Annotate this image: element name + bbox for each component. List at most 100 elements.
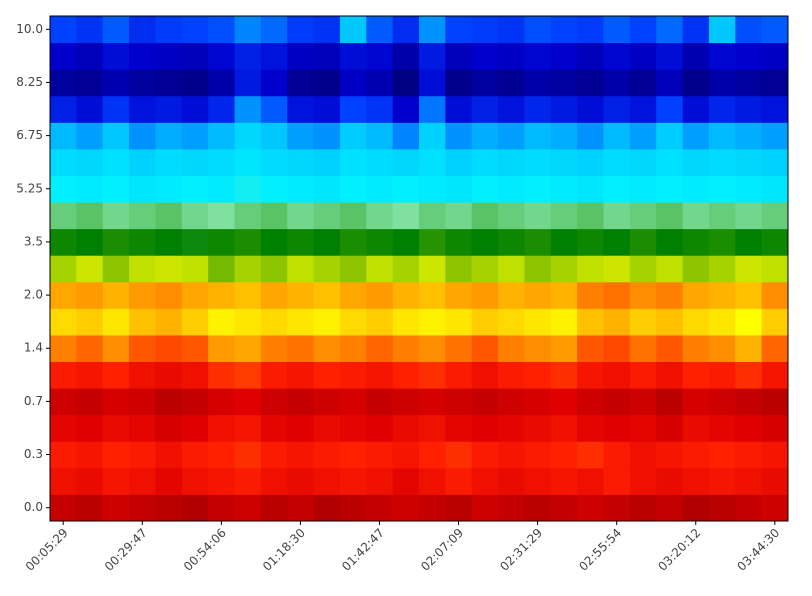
- heatmap-cell: [50, 494, 77, 522]
- heatmap-cell: [260, 228, 288, 256]
- heatmap-cell: [735, 361, 763, 389]
- heatmap-cell: [313, 414, 341, 442]
- heatmap-cell: [419, 202, 446, 230]
- heatmap-cell: [102, 202, 130, 230]
- heatmap-cell: [76, 95, 104, 123]
- heatmap-cell: [550, 228, 578, 256]
- heatmap-cell: [208, 308, 235, 336]
- heatmap-cell: [260, 175, 288, 203]
- heatmap-cell: [392, 361, 420, 389]
- heatmap-cell: [234, 441, 262, 469]
- heatmap-cell: [234, 16, 262, 44]
- heatmap-cell: [524, 228, 552, 256]
- heatmap-cell: [577, 42, 604, 70]
- heatmap-cell: [629, 414, 657, 442]
- heatmap-cell: [498, 494, 525, 522]
- heatmap-cell: [313, 148, 341, 176]
- heatmap-cell: [524, 69, 552, 97]
- heatmap-cell: [181, 42, 209, 70]
- heatmap-cell: [260, 122, 288, 150]
- heatmap-cell: [761, 281, 789, 309]
- heatmap-cell: [550, 122, 578, 150]
- heatmap-cell: [102, 467, 130, 495]
- heatmap-cell: [129, 334, 156, 363]
- heatmap-cell: [498, 228, 525, 256]
- heatmap-cell: [76, 388, 104, 416]
- heatmap-cell: [339, 308, 367, 336]
- heatmap-cell: [577, 16, 604, 44]
- heatmap-cell: [419, 42, 446, 70]
- heatmap-cell: [76, 122, 104, 150]
- heatmap-cell: [339, 467, 367, 495]
- heatmap-cell: [735, 441, 763, 469]
- heatmap-cell: [313, 202, 341, 230]
- heatmap-cell: [260, 441, 288, 469]
- heatmap-cell: [682, 122, 710, 150]
- heatmap-cell: [708, 388, 736, 416]
- heatmap-cell: [471, 334, 499, 363]
- heatmap-cell: [550, 69, 578, 97]
- heatmap-cell: [208, 148, 235, 176]
- heatmap-cell: [629, 361, 657, 389]
- heatmap-cell: [366, 148, 394, 176]
- heatmap-cell: [498, 148, 525, 176]
- heatmap-cell: [761, 228, 789, 256]
- heatmap-cell: [682, 228, 710, 256]
- heatmap-cell: [260, 388, 288, 416]
- heatmap-cell: [313, 308, 341, 336]
- heatmap-cell: [603, 467, 631, 495]
- heatmap-cell: [629, 69, 657, 97]
- heatmap-cell: [155, 334, 183, 363]
- heatmap-cell: [550, 441, 578, 469]
- y-tick-label: 8.25: [16, 75, 43, 89]
- heatmap-cell: [577, 494, 604, 522]
- heatmap-cell: [76, 334, 104, 363]
- heatmap-cell: [629, 148, 657, 176]
- heatmap-cell: [392, 255, 420, 283]
- heatmap-cell: [392, 202, 420, 230]
- heatmap-cell: [392, 308, 420, 336]
- heatmap-cell: [260, 202, 288, 230]
- heatmap-cell: [656, 255, 684, 283]
- heatmap-cell: [445, 175, 473, 203]
- heatmap-cell: [524, 281, 552, 309]
- heatmap-cell: [577, 148, 604, 176]
- heatmap-cell: [155, 69, 183, 97]
- heatmap-cell: [287, 361, 315, 389]
- heatmap-cell: [313, 228, 341, 256]
- heatmap-cell: [603, 148, 631, 176]
- heatmap-cell: [366, 202, 394, 230]
- heatmap-cell: [419, 122, 446, 150]
- heatmap-cell: [287, 148, 315, 176]
- heatmap-cell: [234, 281, 262, 309]
- heatmap-cell: [708, 95, 736, 123]
- heatmap-cell: [708, 361, 736, 389]
- heatmap-cell: [577, 95, 604, 123]
- heatmap-cell: [708, 441, 736, 469]
- heatmap-cell: [102, 281, 130, 309]
- heatmap-cell: [603, 494, 631, 522]
- heatmap-cell: [419, 494, 446, 522]
- heatmap-cell: [181, 255, 209, 283]
- heatmap-cell: [50, 255, 77, 283]
- heatmap-cell: [498, 122, 525, 150]
- heatmap-cell: [471, 308, 499, 336]
- heatmap-cell: [366, 42, 394, 70]
- heatmap-cell: [366, 334, 394, 363]
- heatmap-cell: [102, 95, 130, 123]
- heatmap-cell: [339, 202, 367, 230]
- heatmap-cell: [155, 494, 183, 522]
- heatmap-cell: [656, 202, 684, 230]
- heatmap-cell: [735, 334, 763, 363]
- heatmap-cell: [287, 175, 315, 203]
- heatmap-cell: [445, 228, 473, 256]
- heatmap-cell: [260, 494, 288, 522]
- heatmap-cell: [498, 42, 525, 70]
- heatmap-cell: [208, 334, 235, 363]
- y-tick-label: 6.75: [16, 128, 43, 142]
- heatmap-cell: [76, 228, 104, 256]
- heatmap-cell: [603, 308, 631, 336]
- heatmap-cell: [287, 95, 315, 123]
- heatmap-cell: [471, 175, 499, 203]
- heatmap-cell: [287, 202, 315, 230]
